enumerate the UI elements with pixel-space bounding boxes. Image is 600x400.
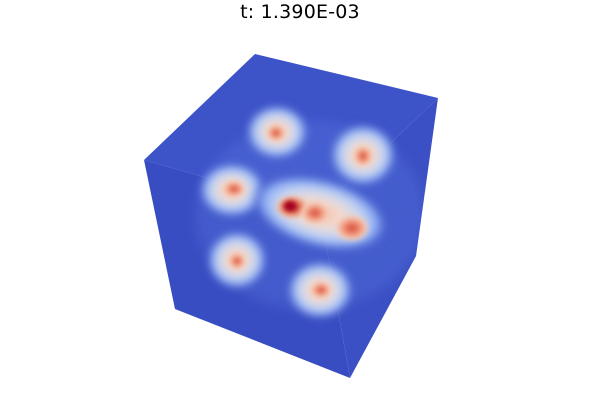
density-peak — [334, 214, 370, 242]
density-core — [266, 124, 286, 142]
density-core — [353, 145, 373, 167]
plot-title: t: 1.390E-03 — [240, 1, 360, 23]
density-field — [195, 104, 425, 320]
density-peak — [300, 201, 330, 225]
density-core — [222, 180, 246, 198]
density-core — [228, 252, 246, 270]
density-core — [310, 281, 332, 299]
